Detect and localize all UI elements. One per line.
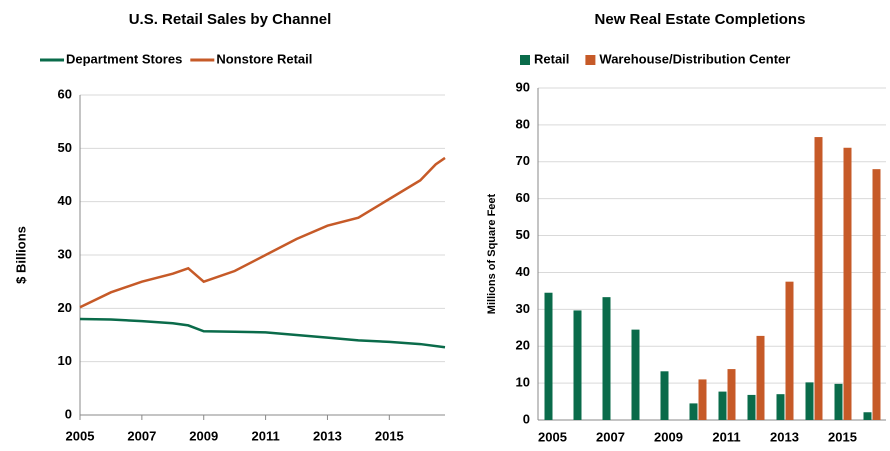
y-tick-label: 20 [58,300,72,315]
y-tick-label: 50 [58,140,72,155]
line-series [79,156,446,309]
y-tick-label: 40 [58,193,72,208]
bar [689,403,698,420]
bar [727,369,736,420]
bar [660,371,669,420]
bar [602,297,611,420]
x-tick-label: 2015 [375,428,404,443]
chart-title: New Real Estate Completions [595,11,806,28]
x-tick-label: 2005 [538,429,567,444]
y-tick-label: 60 [58,86,72,101]
x-tick-label: 2007 [596,429,625,444]
y-tick-label: 50 [516,227,530,242]
y-tick-label: 60 [516,190,530,205]
y-tick-label: 0 [523,411,530,426]
bar [698,379,707,420]
y-tick-label: 0 [65,406,72,421]
x-tick-label: 2007 [127,428,156,443]
chart-title: U.S. Retail Sales by Channel [129,11,332,28]
legend-label: Retail [534,51,569,66]
bar [756,335,765,420]
y-tick-label: 30 [516,301,530,316]
bar [544,292,553,420]
x-tick-label: 2013 [313,428,342,443]
y-tick-label: 20 [516,338,530,353]
y-axis-label: $ Billions [13,226,28,284]
bar [718,391,727,420]
y-tick-label: 30 [58,246,72,261]
x-tick-label: 2009 [189,428,218,443]
y-tick-label: 40 [516,264,530,279]
bar [573,310,582,420]
y-tick-label: 10 [58,353,72,368]
x-tick-label: 2011 [251,428,279,443]
bar [872,169,881,420]
bar [785,281,794,420]
bar [843,147,852,420]
y-tick-label: 80 [516,116,530,131]
bar [631,329,640,420]
legend-label: Department Stores [66,51,182,66]
bar [805,382,814,420]
y-tick-label: 90 [516,79,530,94]
x-tick-label: 2011 [712,429,740,444]
legend-swatch [585,55,596,65]
y-axis-label: Millions of Square Feet [486,193,498,314]
bar [814,137,823,420]
y-tick-label: 70 [516,153,530,168]
x-tick-label: 2005 [66,428,95,443]
x-tick-label: 2013 [770,429,799,444]
line-series [79,317,446,349]
y-tick-label: 10 [516,375,530,390]
legend-label: Nonstore Retail [216,51,312,66]
bar [834,383,843,420]
legend-swatch [520,55,530,65]
x-tick-label: 2009 [654,429,683,444]
bar [776,394,785,420]
x-tick-label: 2015 [828,429,857,444]
bar [863,412,872,420]
legend-label: Warehouse/Distribution Center [599,51,790,66]
bar [747,394,756,420]
